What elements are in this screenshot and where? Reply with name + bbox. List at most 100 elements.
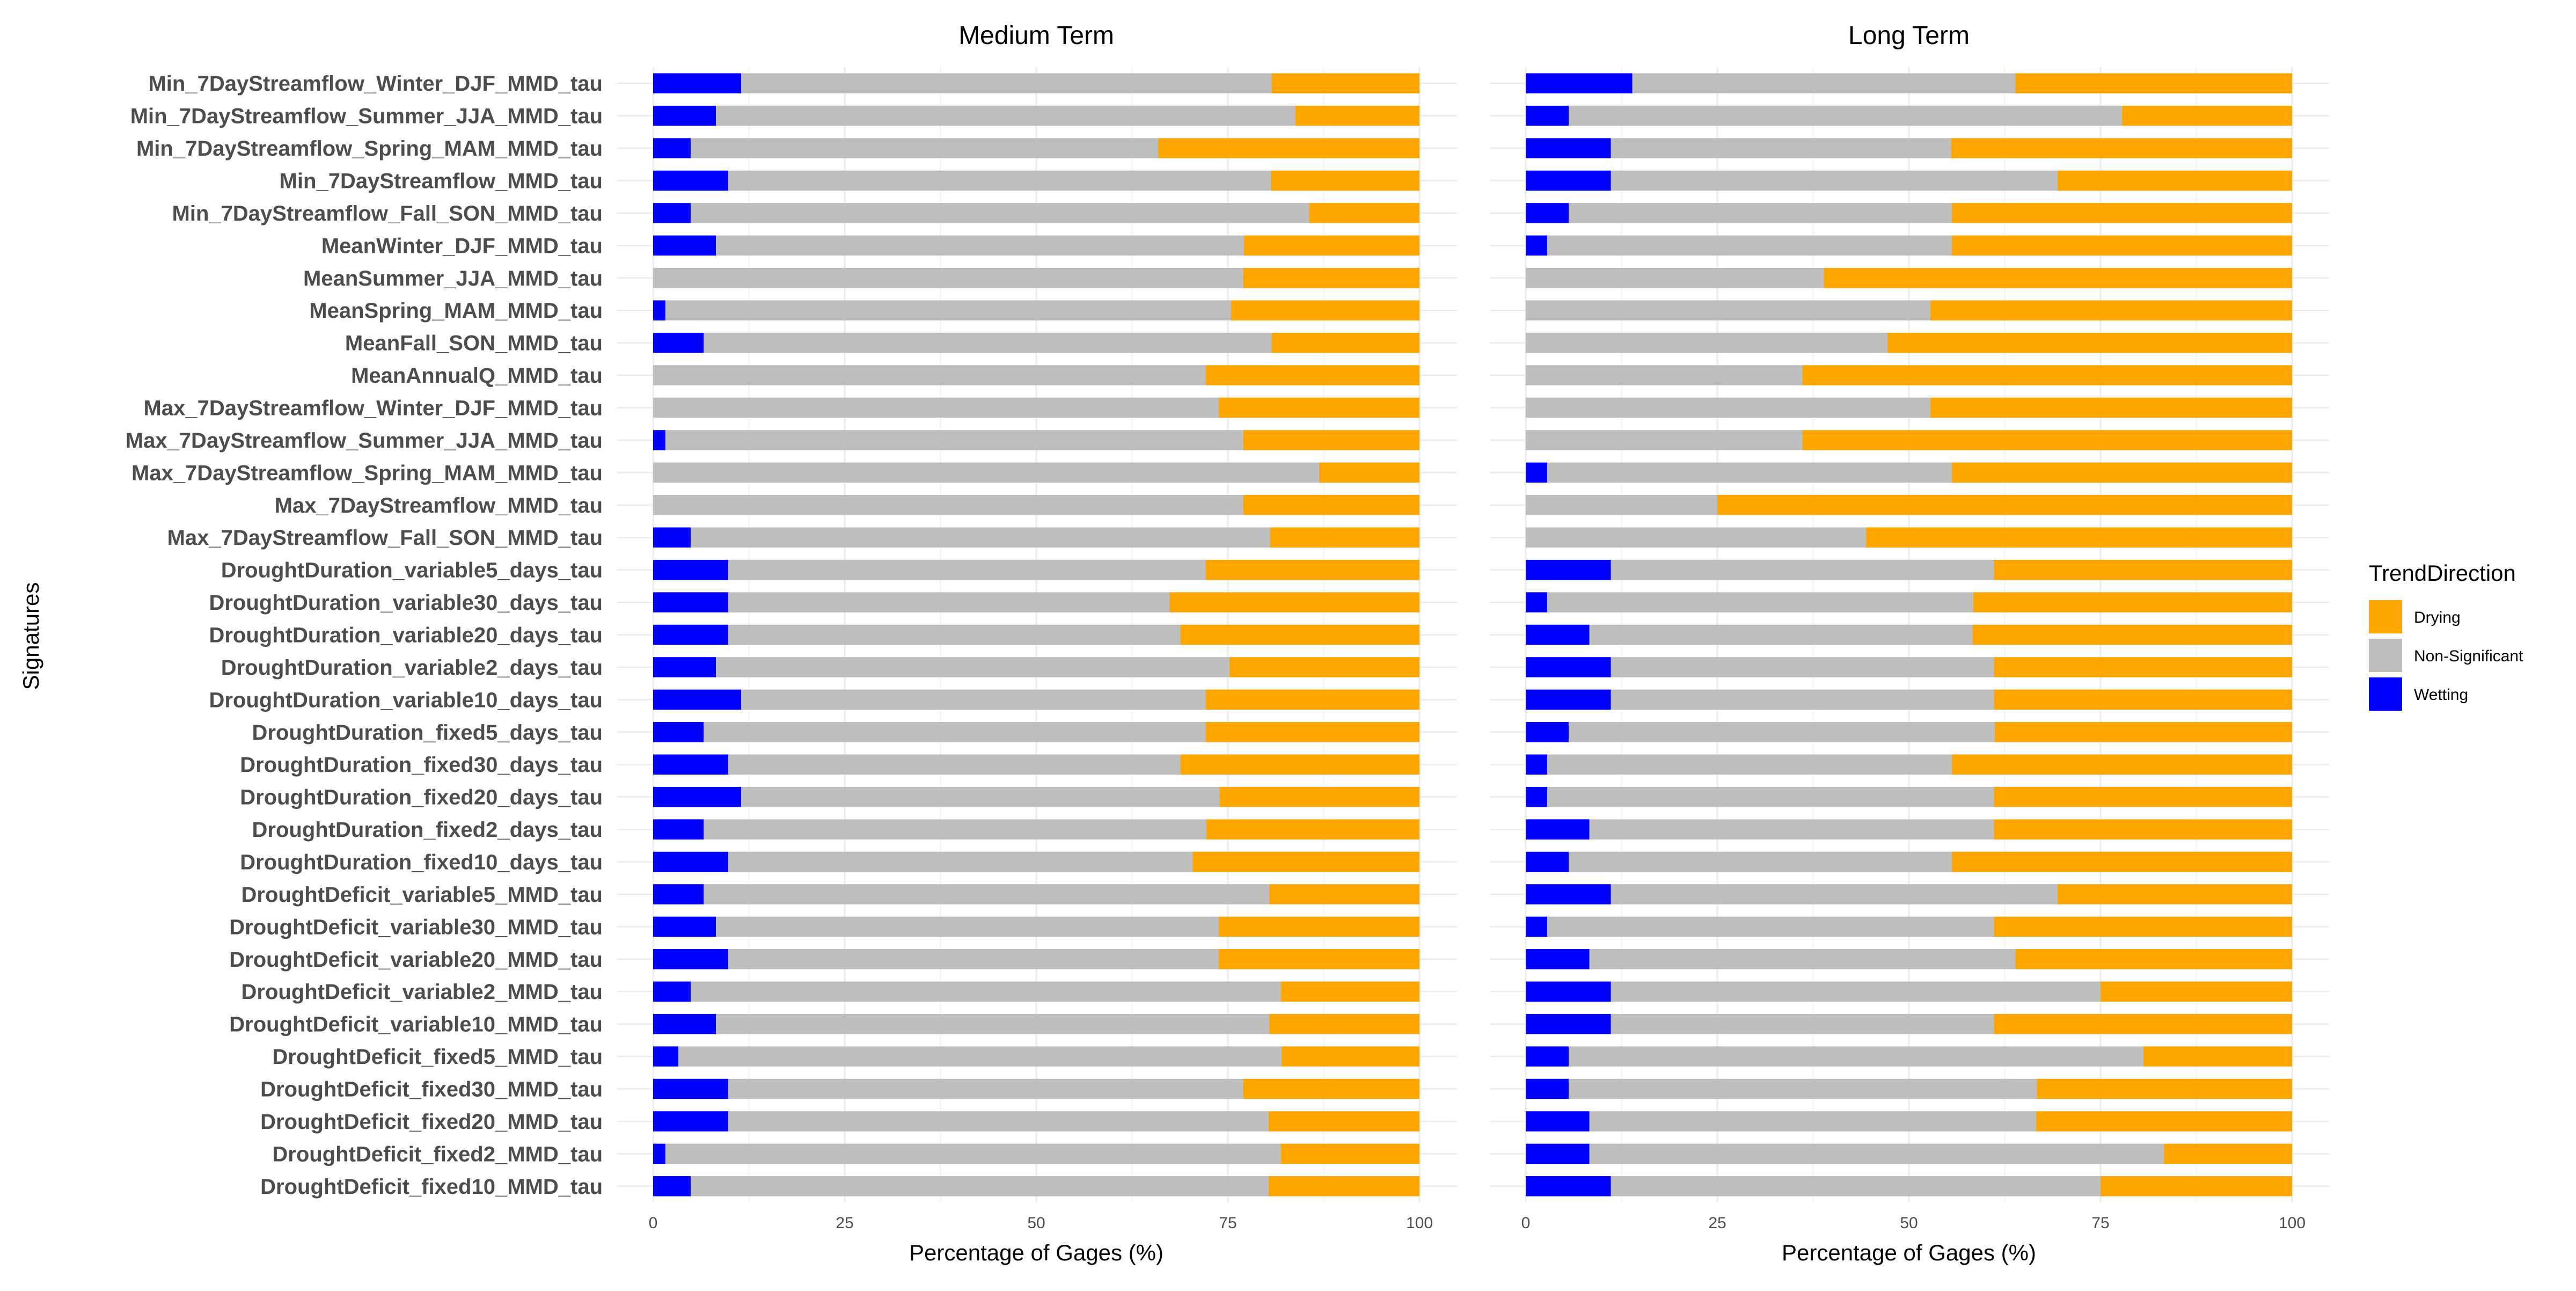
bar-non-significant — [1589, 949, 2016, 969]
bar-drying — [1268, 1111, 1419, 1132]
bar-non-significant — [1568, 1046, 2143, 1067]
bar-non-significant — [1611, 981, 2101, 1002]
bar-wetting — [653, 559, 728, 580]
bar-wetting — [1526, 235, 1547, 256]
x-tick-label: 25 — [836, 1214, 853, 1232]
bar-wetting — [1526, 1013, 1611, 1034]
legend-label: Non-Significant — [2414, 647, 2523, 665]
bar-wetting — [1526, 1143, 1590, 1164]
category-label: DroughtDuration_variable20_days_tau — [209, 624, 603, 647]
bar-non-significant — [1547, 462, 1952, 483]
bar-wetting — [1526, 786, 1547, 807]
bar-non-significant — [1589, 1143, 2164, 1164]
bar-non-significant — [1526, 430, 1803, 450]
bar-drying — [1192, 851, 1419, 872]
bar-drying — [1951, 235, 2292, 256]
category-label: DroughtDuration_fixed2_days_tau — [252, 818, 603, 842]
bar-drying — [1994, 722, 2292, 742]
bar-wetting — [1526, 1111, 1590, 1132]
bar-wetting — [653, 73, 742, 93]
bar-non-significant — [728, 624, 1181, 645]
category-labels: Min_7DayStreamflow_Winter_DJF_MMD_tau Min… — [126, 72, 603, 1199]
bar-drying — [2015, 73, 2292, 93]
bar-wetting — [1526, 1046, 1569, 1067]
bar-drying — [1205, 689, 1419, 710]
bar-drying — [1930, 300, 2292, 320]
bar-non-significant — [1568, 851, 1952, 872]
bar-non-significant — [716, 105, 1296, 126]
category-label: DroughtDeficit_variable30_MMD_tau — [229, 915, 603, 939]
panel-title: Long Term — [1848, 21, 1970, 50]
bar-non-significant — [653, 365, 1206, 385]
bar-drying — [1231, 300, 1419, 320]
bar-non-significant — [653, 462, 1319, 483]
bar-wetting — [1526, 73, 1633, 93]
bar-non-significant — [665, 300, 1231, 320]
bar-drying — [2101, 1176, 2292, 1197]
category-label: DroughtDuration_variable5_days_tau — [221, 559, 603, 582]
x-tick-label: 75 — [1219, 1214, 1236, 1232]
bar-drying — [1218, 397, 1419, 418]
bar-non-significant — [1589, 819, 1994, 840]
bar-drying — [1994, 657, 2292, 677]
bar-wetting — [1526, 1176, 1611, 1197]
bar-wetting — [653, 754, 728, 775]
bar-drying — [1169, 592, 1419, 612]
category-label: DroughtDuration_fixed20_days_tau — [240, 786, 603, 809]
category-label: DroughtDeficit_fixed30_MMD_tau — [260, 1078, 603, 1102]
bar-non-significant — [1547, 592, 1973, 612]
bar-non-significant — [1526, 397, 1930, 418]
bar-non-significant — [1526, 268, 1824, 288]
bar-drying — [1243, 268, 1419, 288]
bar-drying — [2101, 981, 2292, 1002]
bar-non-significant — [1547, 235, 1952, 256]
bar-drying — [1158, 138, 1419, 158]
category-label: DroughtDeficit_fixed20_MMD_tau — [260, 1110, 603, 1134]
bar-wetting — [653, 332, 704, 353]
bar-wetting — [653, 1013, 716, 1034]
category-label: MeanFall_SON_MMD_tau — [345, 332, 603, 355]
bar-drying — [1270, 527, 1419, 548]
bar-wetting — [1526, 203, 1569, 223]
bar-drying — [1269, 1013, 1419, 1034]
bar-wetting — [653, 1046, 679, 1067]
bar-wetting — [653, 105, 716, 126]
bar-non-significant — [716, 235, 1244, 256]
category-label: DroughtDuration_fixed30_days_tau — [240, 753, 603, 777]
bar-wetting — [653, 657, 716, 677]
category-label: MeanAnnualQ_MMD_tau — [351, 364, 603, 388]
bar-non-significant — [690, 527, 1270, 548]
bar-drying — [2143, 1046, 2292, 1067]
bar-non-significant — [1568, 105, 2122, 126]
bar-non-significant — [741, 786, 1220, 807]
bar-wetting — [1526, 722, 1569, 742]
bar-drying — [1205, 559, 1419, 580]
x-tick-label: 50 — [1027, 1214, 1045, 1232]
bar-drying — [1180, 624, 1419, 645]
bar-non-significant — [653, 495, 1243, 515]
bar-non-significant — [1547, 754, 1952, 775]
bar-non-significant — [690, 1176, 1269, 1197]
bar-non-significant — [704, 884, 1270, 905]
bar-non-significant — [1547, 786, 1994, 807]
bar-drying — [1972, 624, 2292, 645]
category-label: DroughtDuration_fixed5_days_tau — [252, 721, 603, 745]
bar-drying — [1951, 754, 2292, 775]
bar-drying — [2164, 1143, 2292, 1164]
bar-drying — [1994, 689, 2292, 710]
bar-drying — [2058, 170, 2292, 191]
bar-drying — [1243, 235, 1419, 256]
bar-wetting — [653, 203, 691, 223]
legend-title: TrendDirection — [2369, 560, 2516, 586]
bar-non-significant — [716, 916, 1219, 937]
bar-drying — [1219, 786, 1419, 807]
bar-drying — [1994, 559, 2292, 580]
bar-wetting — [1526, 949, 1590, 969]
bar-drying — [1994, 786, 2292, 807]
bar-wetting — [1526, 916, 1547, 937]
x-tick-label: 25 — [1708, 1214, 1726, 1232]
legend-swatch-drying — [2369, 600, 2402, 633]
bar-drying — [1268, 1176, 1419, 1197]
bar-wetting — [1526, 170, 1611, 191]
